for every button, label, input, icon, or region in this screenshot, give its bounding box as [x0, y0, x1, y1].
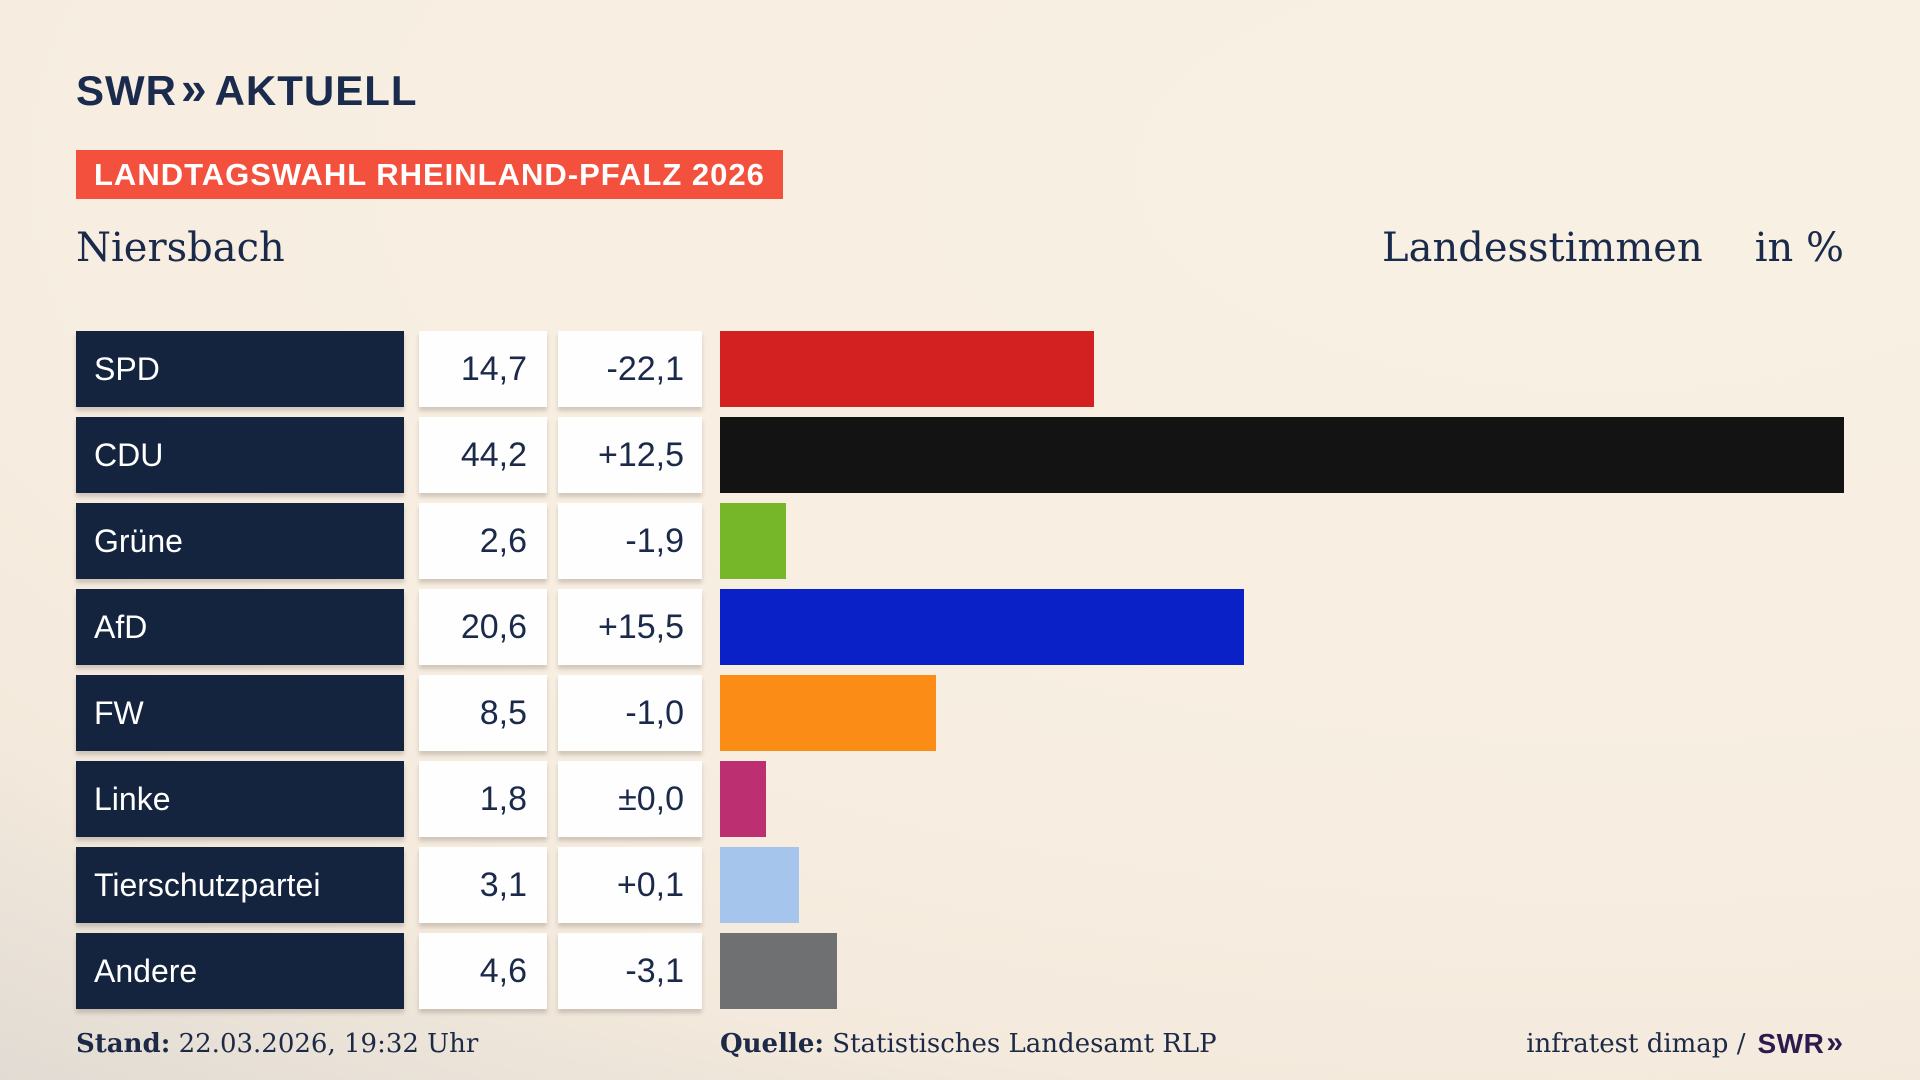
party-row: CDU 44,2 +12,5	[76, 417, 1844, 493]
result-bar	[720, 847, 799, 923]
unit-label: in %	[1754, 225, 1844, 271]
party-change: +12,5	[558, 417, 702, 493]
election-banner: LANDTAGSWAHL RHEINLAND-PFALZ 2026	[76, 150, 783, 199]
source-label: Quelle:	[720, 1029, 824, 1059]
aktuell-logo-text: AKTUELL	[214, 67, 418, 114]
party-label: Tierschutzpartei	[76, 847, 404, 923]
party-value: 1,8	[419, 761, 547, 837]
party-row: FW 8,5 -1,0	[76, 675, 1844, 751]
results-bar-chart: SPD 14,7 -22,1 CDU 44,2 +12,5 Grüne 2,6 -1,9 AfD 2…	[76, 331, 1844, 1009]
party-value: 20,6	[419, 589, 547, 665]
stand-value: 22.03.2026, 19:32 Uhr	[170, 1029, 479, 1059]
party-value: 2,6	[419, 503, 547, 579]
swr-footer-logo-text: SWR	[1757, 1028, 1825, 1059]
double-chevron-icon: »	[1826, 1025, 1842, 1059]
bar-cell	[720, 933, 1844, 1009]
double-chevron-icon: »	[181, 62, 206, 114]
party-row: Grüne 2,6 -1,9	[76, 503, 1844, 579]
party-label: SPD	[76, 331, 404, 407]
swr-logo-text: SWR	[76, 67, 177, 114]
bar-cell	[720, 331, 1844, 407]
credit-text: infratest dimap /	[1526, 1029, 1746, 1059]
municipality-title: Niersbach	[76, 225, 285, 271]
swr-footer-logo: SWR»	[1757, 1025, 1844, 1060]
party-value: 4,6	[419, 933, 547, 1009]
party-row: AfD 20,6 +15,5	[76, 589, 1844, 665]
party-value: 14,7	[419, 331, 547, 407]
swr-aktuell-logo: SWR » AKTUELL	[76, 0, 1844, 112]
timestamp: Stand: 22.03.2026, 19:32 Uhr	[76, 1028, 478, 1060]
result-bar	[720, 503, 787, 579]
headline-row: Niersbach Landesstimmen in %	[76, 225, 1844, 271]
party-row: Linke 1,8 ±0,0	[76, 761, 1844, 837]
party-label: FW	[76, 675, 404, 751]
party-value: 44,2	[419, 417, 547, 493]
party-label: AfD	[76, 589, 404, 665]
party-row: SPD 14,7 -22,1	[76, 331, 1844, 407]
measure-title: Landesstimmen in %	[1382, 225, 1844, 271]
party-label: Grüne	[76, 503, 404, 579]
source: Quelle: Statistisches Landesamt RLP	[720, 1028, 1217, 1060]
result-bar	[720, 933, 837, 1009]
party-change: +15,5	[558, 589, 702, 665]
result-bar	[720, 675, 937, 751]
stand-label: Stand:	[76, 1029, 171, 1059]
bar-cell	[720, 761, 1844, 837]
party-label: Andere	[76, 933, 404, 1009]
party-change: ±0,0	[558, 761, 702, 837]
party-label: Linke	[76, 761, 404, 837]
bar-cell	[720, 417, 1844, 493]
party-change: -3,1	[558, 933, 702, 1009]
party-value: 3,1	[419, 847, 547, 923]
bar-cell	[720, 847, 1844, 923]
party-change: +0,1	[558, 847, 702, 923]
party-value: 8,5	[419, 675, 547, 751]
result-bar	[720, 761, 766, 837]
source-value: Statistisches Landesamt RLP	[824, 1029, 1217, 1059]
credit: infratest dimap / SWR»	[1526, 1025, 1844, 1060]
bar-cell	[720, 589, 1844, 665]
result-bar	[720, 331, 1094, 407]
result-bar	[720, 589, 1244, 665]
measure-label: Landesstimmen	[1382, 225, 1703, 271]
bar-cell	[720, 503, 1844, 579]
party-change: -22,1	[558, 331, 702, 407]
party-row: Andere 4,6 -3,1	[76, 933, 1844, 1009]
party-change: -1,9	[558, 503, 702, 579]
bar-cell	[720, 675, 1844, 751]
party-row: Tierschutzpartei 3,1 +0,1	[76, 847, 1844, 923]
party-change: -1,0	[558, 675, 702, 751]
result-bar	[720, 417, 1844, 493]
party-label: CDU	[76, 417, 404, 493]
